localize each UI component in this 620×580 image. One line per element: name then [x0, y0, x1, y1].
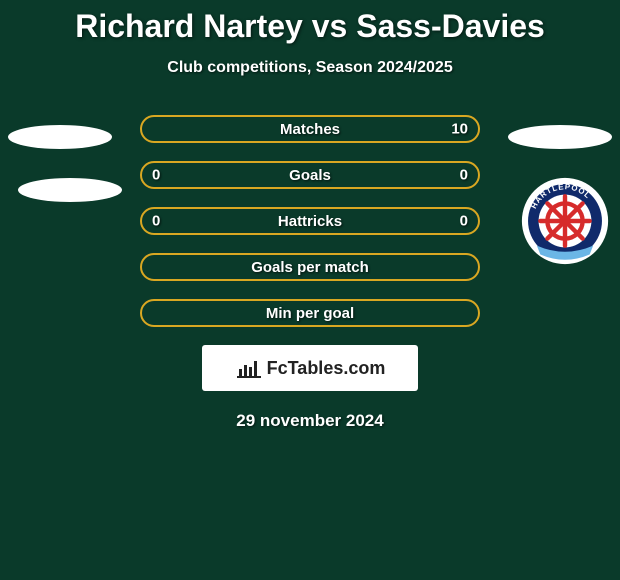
- subtitle: Club competitions, Season 2024/2025: [0, 59, 620, 77]
- stat-label: Min per goal: [266, 305, 354, 322]
- stat-row-matches: Matches 10: [140, 115, 480, 143]
- player-left-badge-2: [18, 178, 122, 202]
- branding-badge: FcTables.com: [202, 345, 418, 391]
- stat-right-value: 0: [460, 213, 468, 230]
- stat-row-min-per-goal: Min per goal: [140, 299, 480, 327]
- page-title: Richard Nartey vs Sass-Davies: [0, 0, 620, 45]
- chart-bars-icon: [235, 357, 263, 379]
- stat-row-goals-per-match: Goals per match: [140, 253, 480, 281]
- stat-label: Hattricks: [278, 213, 342, 230]
- comparison-card: Richard Nartey vs Sass-Davies Club compe…: [0, 0, 620, 431]
- stat-label: Goals per match: [251, 259, 369, 276]
- footer-date: 29 november 2024: [0, 411, 620, 431]
- branding-text: FcTables.com: [267, 358, 386, 379]
- stat-row-hattricks: 0 Hattricks 0: [140, 207, 480, 235]
- stat-left-value: 0: [152, 167, 160, 184]
- stat-right-value: 10: [451, 121, 468, 138]
- stat-row-goals: 0 Goals 0: [140, 161, 480, 189]
- stat-left-value: 0: [152, 213, 160, 230]
- club-crest-hartlepool: HARTLEPOOL: [521, 177, 609, 265]
- stat-right-value: 0: [460, 167, 468, 184]
- player-right-badge-1: [508, 125, 612, 149]
- stat-label: Matches: [280, 121, 340, 138]
- player-left-badge-1: [8, 125, 112, 149]
- stat-label: Goals: [289, 167, 331, 184]
